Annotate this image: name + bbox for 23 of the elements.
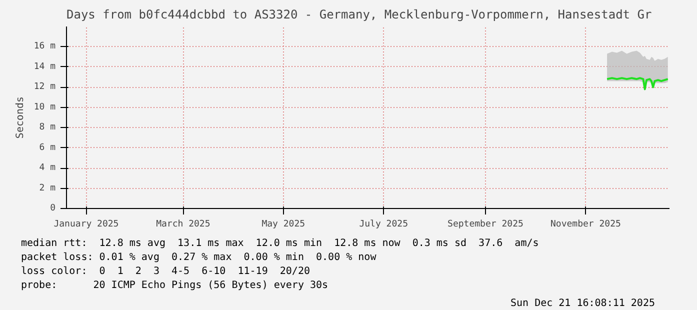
text: loss color: 0 1 2 3 4-5 6-10 11-19 20/20 — [21, 266, 310, 277]
y-tick-label: 2 m — [39, 183, 56, 194]
line-series — [606, 77, 669, 90]
y-tick-label: 12 m — [34, 82, 56, 92]
text: Sun Dec 21 16:08:11 2025 — [510, 297, 655, 310]
x-tick-label: November 2025 — [550, 220, 621, 230]
x-tick-label: July 2025 — [359, 220, 408, 230]
y-tick-label: 8 m — [39, 122, 56, 133]
y-axis-title: Seconds — [14, 96, 26, 139]
y-tick-label: 10 m — [34, 102, 56, 112]
text: packet loss: 0.01 % avg 0.27 % max 0.00 % min 0.00 % now — [21, 252, 376, 263]
x-tick-label: March 2025 — [156, 220, 210, 230]
y-tick-label: 4 m — [39, 163, 56, 174]
x-tick-label: May 2025 — [262, 220, 306, 230]
chart-title: Days from b0fc444dcbbd to AS3320 - Germany, Mecklenburg-Vorpommern, Hansestadt Gr — [66, 8, 652, 22]
y-tick-label: 16 m — [34, 42, 56, 52]
x-tick-label: January 2025 — [54, 220, 119, 230]
text: probe: 20 ICMP Echo Pings (56 Bytes) every 30s — [21, 280, 328, 291]
y-tick-label: 14 m — [34, 62, 56, 72]
x-tick-label: September 2025 — [448, 220, 524, 230]
text: median rtt: 12.8 ms avg 13.1 ms max 12.0 ms min 12.8 ms now 0.3 ms sd 37.6 am/s — [21, 238, 539, 249]
y-tick-label: 0 — [50, 204, 56, 214]
y-tick-label: 6 m — [39, 142, 56, 153]
